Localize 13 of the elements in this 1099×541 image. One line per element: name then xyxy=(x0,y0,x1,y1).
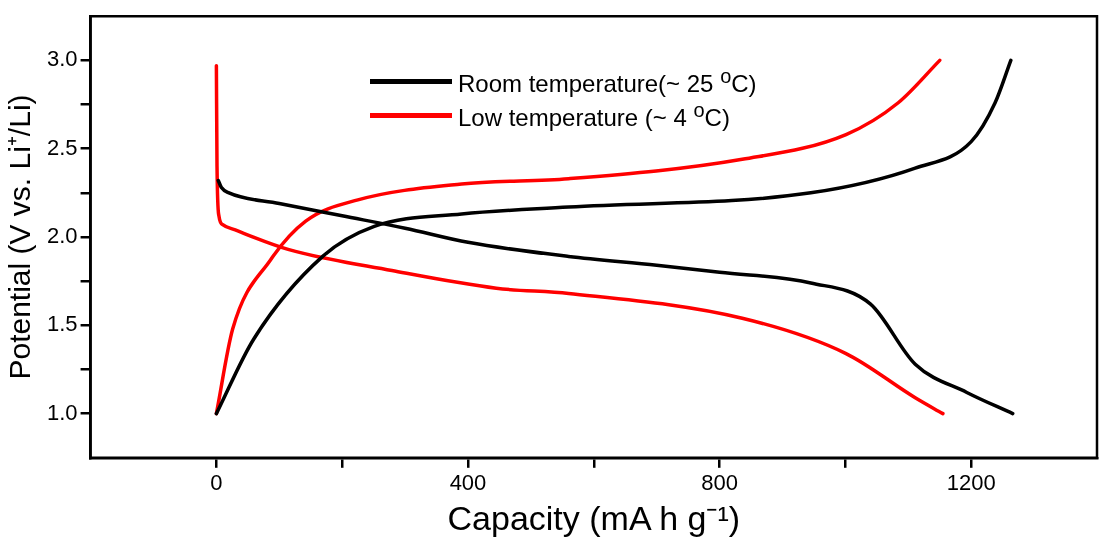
y-tick-label: 2.5 xyxy=(46,134,78,160)
x-tick-label: 0 xyxy=(210,470,223,496)
y-tick-label: 3.0 xyxy=(46,46,78,72)
x-tick-label: 1200 xyxy=(946,470,996,496)
legend-label: Low temperature (~ 4 $^{o}$C) xyxy=(458,98,730,132)
y-tick-label: 1.5 xyxy=(46,311,78,337)
y-tick-label: 1.0 xyxy=(46,399,78,425)
legend-label: Room temperature(~ 25 $^{o}$C) xyxy=(458,64,757,98)
y-axis-title: Potential (V vs. Li⁺/Li) xyxy=(3,94,37,380)
x-axis-title: Capacity (mA h g⁻¹) xyxy=(447,498,741,537)
y-tick-label: 2.0 xyxy=(46,223,78,249)
x-tick-label: 800 xyxy=(701,470,738,496)
x-tick-label: 400 xyxy=(449,470,487,496)
